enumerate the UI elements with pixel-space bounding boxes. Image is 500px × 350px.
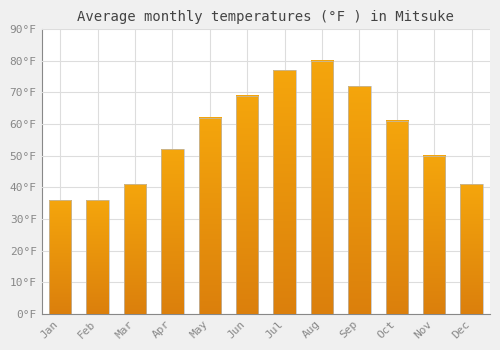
Bar [198, 118, 221, 314]
Bar [274, 70, 296, 314]
Bar [460, 184, 483, 314]
Bar [386, 121, 408, 314]
Bar [161, 149, 184, 314]
Bar [236, 96, 258, 314]
Bar [124, 184, 146, 314]
Bar [348, 86, 370, 314]
Bar [49, 200, 72, 314]
Title: Average monthly temperatures (°F ) in Mitsuke: Average monthly temperatures (°F ) in Mi… [78, 10, 454, 24]
Bar [423, 156, 446, 314]
Bar [86, 200, 109, 314]
Bar [311, 61, 333, 314]
